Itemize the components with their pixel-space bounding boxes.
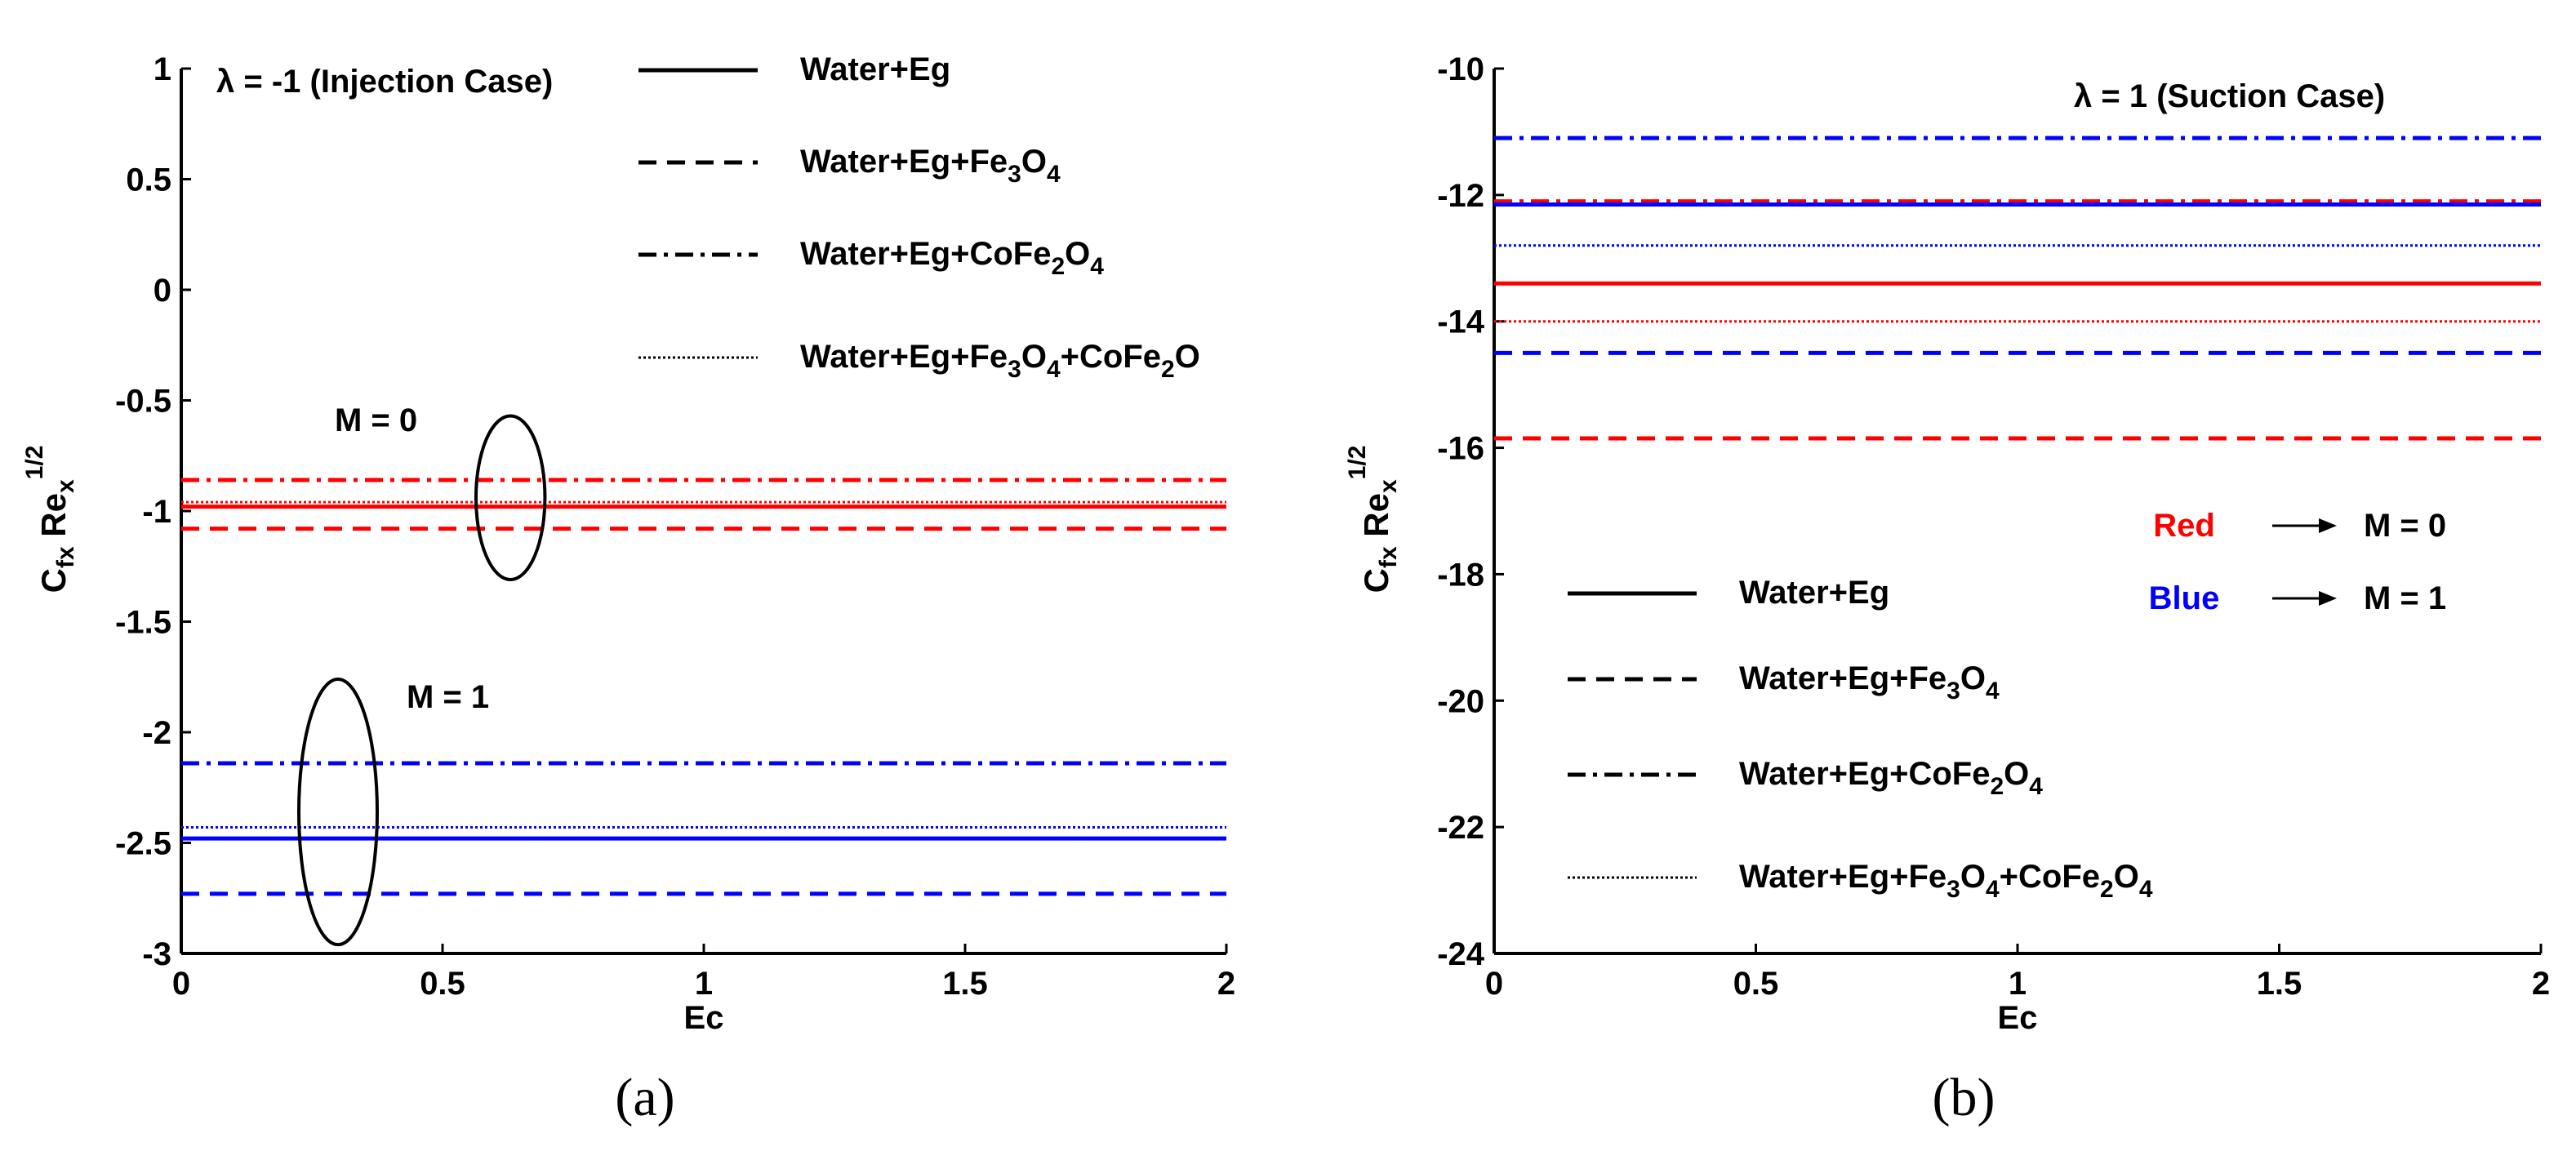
legend-label-part: O: [2004, 756, 2029, 792]
y-tick-label: -0.5: [115, 384, 171, 420]
y-tick-label: 0.5: [126, 162, 171, 198]
legend-label-part: Water+Eg+Fe: [800, 144, 1008, 180]
color-key-label: Red: [2153, 508, 2215, 544]
legend-label: Water+Eg: [1739, 575, 1889, 611]
legend-label-part: O: [2114, 859, 2139, 895]
legend-label: Water+Eg: [800, 51, 950, 87]
color-key-value: M = 1: [2364, 580, 2446, 616]
y-axis-label-part: C: [1357, 568, 1395, 593]
legend-label-part: +CoFe: [1061, 339, 1161, 375]
x-tick-label: 1: [2009, 966, 2027, 1002]
figure: 0 0.5 1 1.5 2-3-2.5-2-1.5-1-0.500.51EcCfx Re…: [0, 0, 2576, 1160]
legend-label-part: Water+Eg+Fe: [1739, 859, 1946, 895]
y-axis-label-part: C: [34, 568, 73, 593]
legend-label-part: 4: [1090, 253, 1104, 280]
legend-label-part: 4: [1047, 356, 1061, 383]
group-label: M = 1: [407, 679, 489, 715]
y-tick-label: -18: [1437, 557, 1484, 593]
legend-label-part: 4: [2029, 773, 2043, 800]
legend-label-part: O: [1960, 859, 1986, 895]
y-axis-label-part: Re: [1357, 493, 1395, 546]
color-key-label: Blue: [2149, 580, 2220, 616]
x-tick-label: 0: [172, 966, 190, 1002]
legend-label-part: 2: [1161, 356, 1175, 383]
legend-label-part: 2: [1990, 773, 2004, 800]
y-tick-label: -16: [1437, 431, 1484, 467]
legend-label-part: 3: [1946, 678, 1960, 704]
y-axis-label-part: x: [1375, 479, 1402, 493]
legend-label-part: Water+Eg: [800, 51, 950, 87]
y-tick-label: -12: [1437, 178, 1484, 214]
legend-label-part: O: [1960, 660, 1986, 696]
y-axis-label-part: fx: [52, 546, 79, 568]
y-tick-label: -20: [1437, 683, 1484, 719]
legend-label-part: 4: [1986, 876, 2000, 903]
x-tick-label: 0.5: [1733, 966, 1779, 1002]
legend-label-part: +CoFe: [2000, 859, 2100, 895]
y-axis-label-part: 1/2: [21, 446, 48, 480]
x-tick-label: 0: [1485, 966, 1503, 1002]
x-tick-label: 1: [695, 966, 713, 1002]
legend-label-part: 4: [1986, 678, 2000, 704]
y-axis-label-part: x: [52, 479, 79, 493]
legend-label-part: Water+Eg+CoFe: [800, 236, 1051, 272]
group-label: M = 0: [335, 402, 417, 438]
y-axis-label-part: fx: [1375, 546, 1402, 568]
x-tick-label: 2: [1217, 966, 1235, 1002]
legend-label-part: 2: [1051, 253, 1065, 280]
legend-label-part: 4: [2139, 876, 2153, 903]
y-axis-label-part: 1/2: [1344, 446, 1371, 480]
case-text: = -1 (Injection Case): [234, 64, 553, 100]
legend-label-part: Water+Eg+Fe: [1739, 660, 1946, 696]
legend-label-part: 3: [1008, 161, 1021, 188]
panel-caption: (a): [615, 1068, 674, 1127]
y-tick-label: 1: [153, 51, 171, 87]
y-tick-label: -14: [1437, 304, 1485, 340]
legend-label-part: O: [1175, 339, 1200, 375]
y-tick-label: -1.5: [115, 605, 171, 641]
case-annotation: λ = 1 (Suction Case): [2074, 78, 2385, 114]
x-axis-label: Ec: [684, 1000, 724, 1036]
lambda-symbol: λ: [216, 64, 234, 100]
x-axis-label: Ec: [1998, 1000, 2038, 1036]
case-annotation: λ = -1 (Injection Case): [216, 64, 553, 100]
legend-label-part: 4: [1047, 161, 1061, 188]
y-axis-label-part: Re: [34, 493, 73, 546]
lambda-symbol: λ: [2074, 78, 2092, 114]
legend-label-part: Water+Eg: [1739, 575, 1889, 611]
y-tick-label: -1: [142, 494, 171, 530]
y-tick-label: -2.5: [115, 826, 171, 862]
legend-label-part: Water+Eg+CoFe: [1739, 756, 1990, 792]
case-text: = 1 (Suction Case): [2092, 78, 2385, 114]
legend-label-part: O: [1021, 144, 1047, 180]
y-tick-label: -3: [142, 936, 171, 972]
legend-label-part: 3: [1008, 356, 1021, 383]
legend-label-part: 2: [2100, 876, 2114, 903]
x-tick-label: 1.5: [2257, 966, 2302, 1002]
y-tick-label: 0: [153, 273, 171, 309]
y-tick-label: -24: [1437, 936, 1485, 972]
x-tick-label: 1.5: [942, 966, 988, 1002]
legend-label-part: Water+Eg+Fe: [800, 339, 1008, 375]
legend-label-part: O: [1021, 339, 1047, 375]
y-tick-label: -2: [142, 715, 171, 751]
legend-label-part: 3: [1946, 876, 1960, 903]
y-tick-label: -10: [1437, 51, 1484, 87]
x-tick-label: 2: [2532, 966, 2550, 1002]
legend-label-part: O: [1065, 236, 1090, 272]
x-tick-label: 0.5: [420, 966, 465, 1002]
panel-caption: (b): [1933, 1068, 1995, 1127]
y-tick-label: -22: [1437, 810, 1484, 846]
color-key-value: M = 0: [2364, 508, 2446, 544]
